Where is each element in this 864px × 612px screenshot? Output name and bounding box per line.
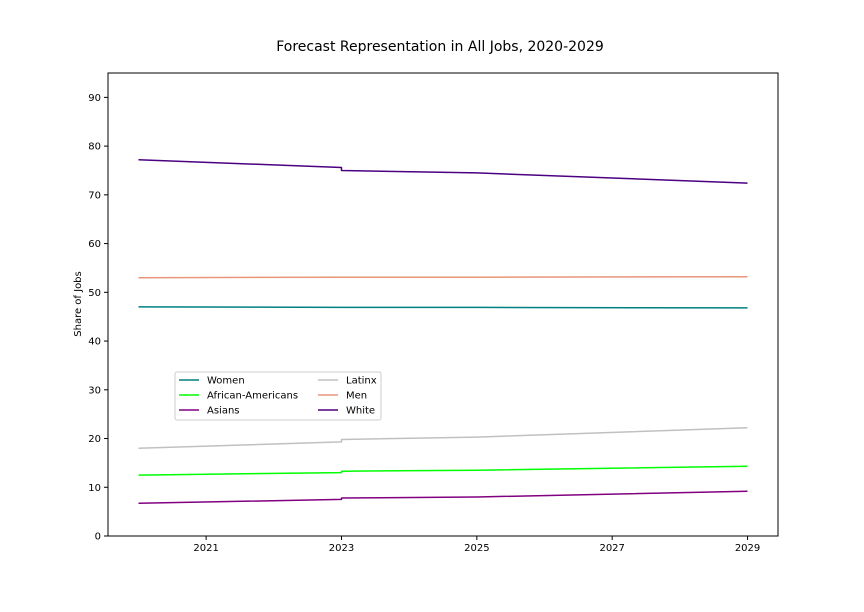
series-line-white	[138, 159, 748, 184]
x-tick-label: 2025	[464, 543, 489, 554]
y-tick-label: 60	[88, 239, 101, 250]
y-tick-label: 80	[88, 142, 101, 153]
y-axis-title: Share of Jobs	[73, 271, 84, 336]
y-tick-label: 40	[88, 337, 101, 348]
y-tick-label: 30	[88, 385, 101, 396]
series-line-women	[138, 306, 748, 309]
legend-label: Men	[346, 391, 367, 402]
series-line-latinx	[138, 427, 748, 450]
series-line-african-americans	[138, 465, 748, 476]
series-lines	[138, 159, 748, 505]
axis-ticks: 2021 2023 2025 2027 2029 0 10 20 30 40 50 60 70 80 90	[88, 93, 760, 554]
y-tick-label: 70	[88, 190, 101, 201]
legend-label: Asians	[207, 406, 240, 417]
legend-box	[174, 371, 382, 421]
x-tick-label: 2021	[193, 543, 218, 554]
x-tick-label: 2027	[599, 543, 624, 554]
legend-label: Latinx	[346, 376, 377, 387]
x-tick-label: 2029	[735, 543, 760, 554]
y-tick-label: 10	[88, 483, 101, 494]
y-tick-label: 50	[88, 288, 101, 299]
legend-label: White	[346, 406, 375, 417]
y-tick-label: 90	[88, 93, 101, 104]
series-line-asians	[138, 490, 748, 505]
y-tick-label: 20	[88, 434, 101, 445]
legend: Women African-Americans Asians Latinx Men Whi…	[174, 371, 382, 421]
series-line-men	[138, 275, 748, 279]
plot-frame	[107, 72, 779, 537]
legend-label: African-Americans	[207, 391, 298, 402]
y-tick-label: 0	[95, 532, 101, 543]
legend-label: Women	[207, 376, 245, 387]
x-tick-label: 2023	[329, 543, 354, 554]
chart-title: Forecast Representation in All Jobs, 202…	[276, 39, 604, 55]
